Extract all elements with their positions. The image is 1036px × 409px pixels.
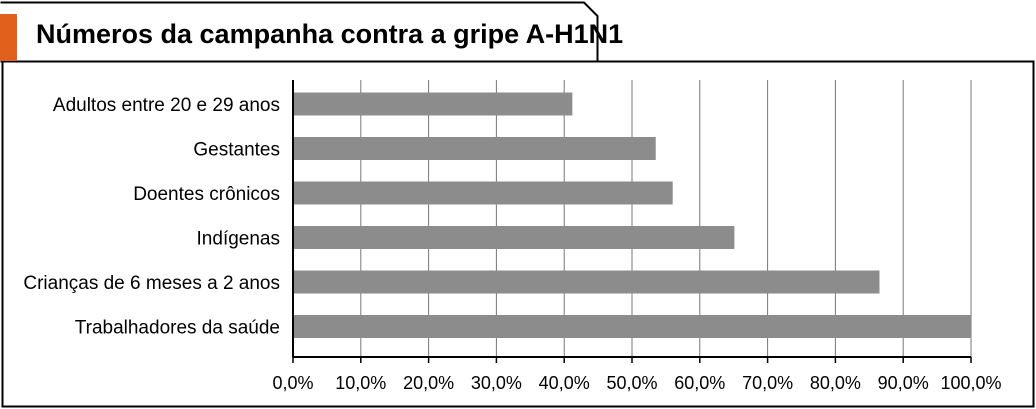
title-tab [0, 1, 599, 63]
gridlines [360, 80, 972, 357]
x-tick-label: 70,0% [742, 373, 793, 393]
category-label: Trabalhadores da saúde [75, 318, 280, 339]
bar [293, 137, 656, 160]
axes [292, 80, 972, 363]
bar [293, 226, 735, 249]
category-label: Gestantes [193, 140, 280, 161]
x-tick-label: 60,0% [674, 373, 725, 393]
category-label: Crianças de 6 meses a 2 anos [23, 273, 280, 294]
x-tick-label: 20,0% [403, 373, 454, 393]
x-tick-label: 90,0% [878, 373, 929, 393]
category-label: Adultos entre 20 e 29 anos [53, 95, 280, 116]
x-tick-label: 30,0% [471, 373, 522, 393]
x-tick-label: 80,0% [810, 373, 861, 393]
x-tick-label: 40,0% [539, 373, 590, 393]
x-tick-label: 0,0% [272, 373, 313, 393]
x-tick-label: 10,0% [335, 373, 386, 393]
bar [293, 315, 971, 338]
category-label: Doentes crônicos [133, 184, 280, 205]
bar [293, 270, 880, 294]
category-label: Indígenas [197, 229, 280, 250]
bars [293, 92, 971, 338]
chart-title: Números da campanha contra a gripe A-H1N… [36, 19, 623, 49]
x-tick-label: 50,0% [606, 373, 657, 393]
bar [293, 181, 673, 205]
category-labels: Adultos entre 20 e 29 anos Gestantes Doent… [23, 95, 280, 339]
x-tick-label: 100,0% [940, 373, 1001, 393]
x-tick-labels: 0,0% 10,0% 20,0% 30,0% 40,0% 50,0% 60,0% 70,0% 8… [272, 373, 1001, 393]
title-accent-bar [0, 14, 17, 61]
bar [293, 92, 573, 116]
